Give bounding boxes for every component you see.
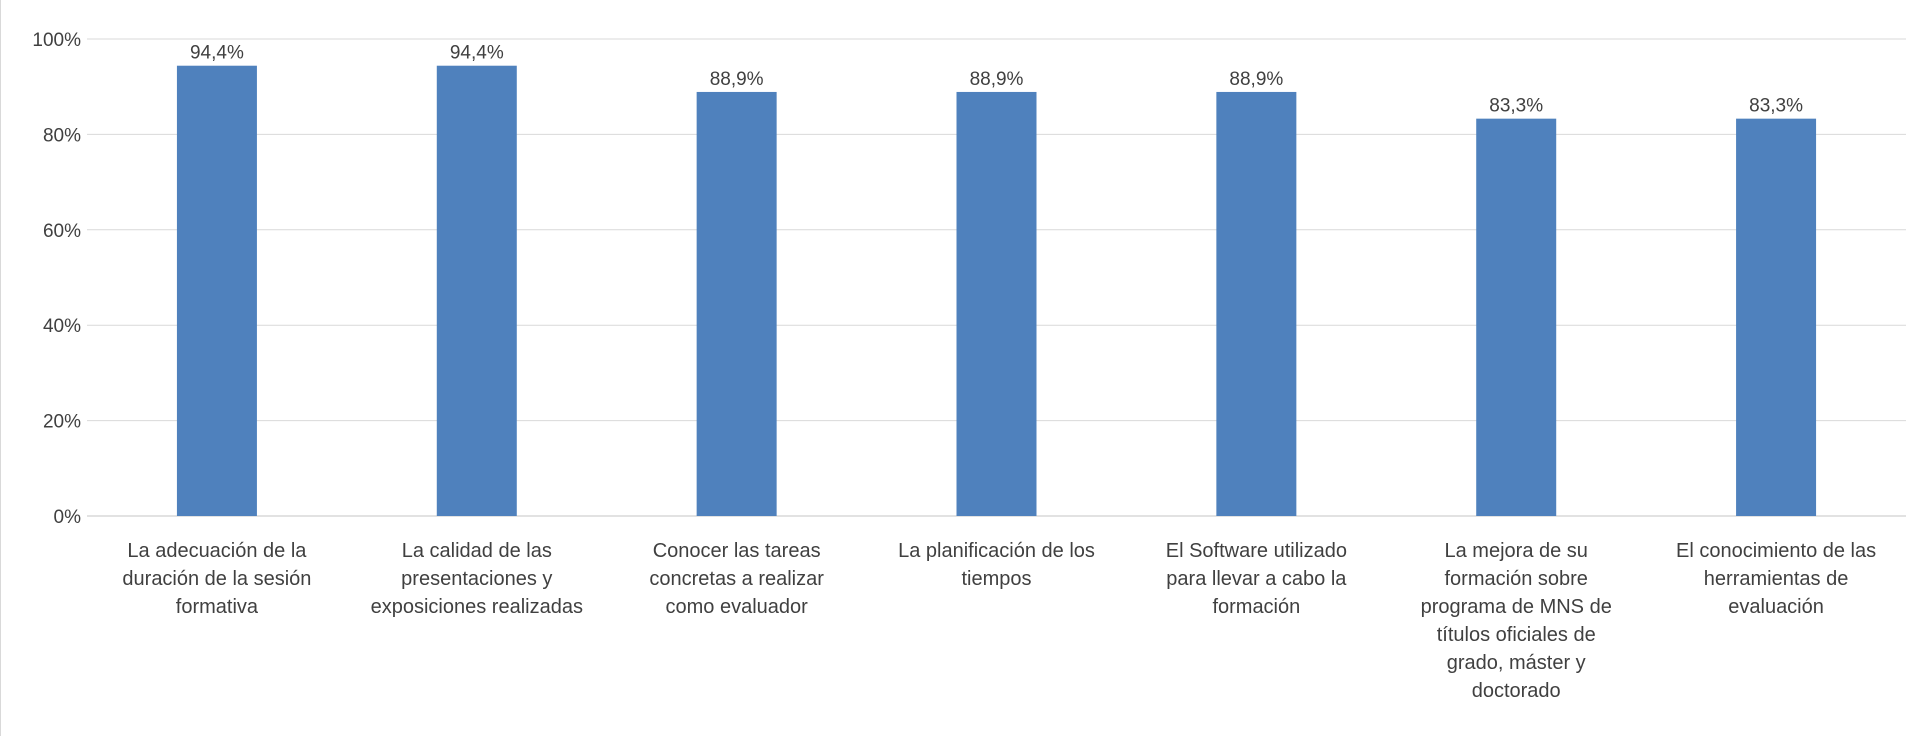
data-label: 88,9% [710,69,764,90]
x-category-label-line: La mejora de su [1445,540,1588,562]
bar [697,92,777,516]
x-category-label-line: formación [1212,596,1300,618]
x-category-label-line: formativa [176,596,259,618]
y-tick-label: 40% [43,316,81,337]
x-category-label: Conocer las tareas concretas a realizar co… [649,540,824,618]
x-category-label-line: títulos oficiales de [1437,624,1596,646]
data-label: 94,4% [190,43,244,64]
x-axis-categories: La adecuación de la duración de la sesión… [122,540,1876,702]
data-label: 94,4% [450,43,504,64]
x-category-label-line: El Software utilizado [1166,540,1347,562]
bar [437,66,517,516]
y-tick-label: 0% [54,507,82,528]
data-label: 83,3% [1749,96,1803,117]
data-label: 88,9% [1229,69,1283,90]
x-category-label-line: La adecuación de la [127,540,307,562]
x-category-label-line: presentaciones y [401,568,552,590]
data-label: 88,9% [970,69,1024,90]
bar [1476,119,1556,516]
x-category-label-line: La planificación de los [898,540,1095,562]
x-category-label: La adecuación de la duración de la sesión… [122,540,311,618]
x-category-label: La calidad de las presentaciones y exposic… [371,540,583,618]
x-category-label-line: doctorado [1472,680,1561,702]
bars [177,66,1816,516]
x-category-label-line: El conocimiento de las [1676,540,1876,562]
bar [177,66,257,516]
x-category-label-line: formación sobre [1445,568,1588,590]
bar [1216,92,1296,516]
y-tick-label: 80% [43,125,81,146]
bar [957,92,1037,516]
x-category-label: El conocimiento de las herramientas de eva… [1676,540,1876,618]
x-category-label-line: herramientas de [1704,568,1849,590]
bar [1736,119,1816,516]
y-tick-label: 20% [43,412,81,433]
x-category-label-line: grado, máster y [1447,652,1586,674]
x-category-label: El Software utilizado para llevar a cabo … [1166,540,1348,618]
y-tick-label: 100% [32,30,81,51]
x-category-label-line: La calidad de las [402,540,552,562]
x-category-label-line: como evaluador [665,596,808,618]
data-label: 83,3% [1489,96,1543,117]
x-category-label-line: tiempos [961,568,1031,590]
x-category-label-line: Conocer las tareas [653,540,821,562]
x-category-label-line: para llevar a cabo la [1166,568,1347,590]
x-category-label-line: duración de la sesión [122,568,311,590]
x-category-label-line: concretas a realizar [649,568,824,590]
x-category-label: La planificación de los tiempos [898,540,1095,590]
x-category-label-line: evaluación [1728,596,1824,618]
x-category-label: La mejora de su formación sobre programa d… [1421,540,1612,702]
x-category-label-line: programa de MNS de [1421,596,1612,618]
x-category-label-line: exposiciones realizadas [371,596,583,618]
y-tick-label: 60% [43,221,81,242]
